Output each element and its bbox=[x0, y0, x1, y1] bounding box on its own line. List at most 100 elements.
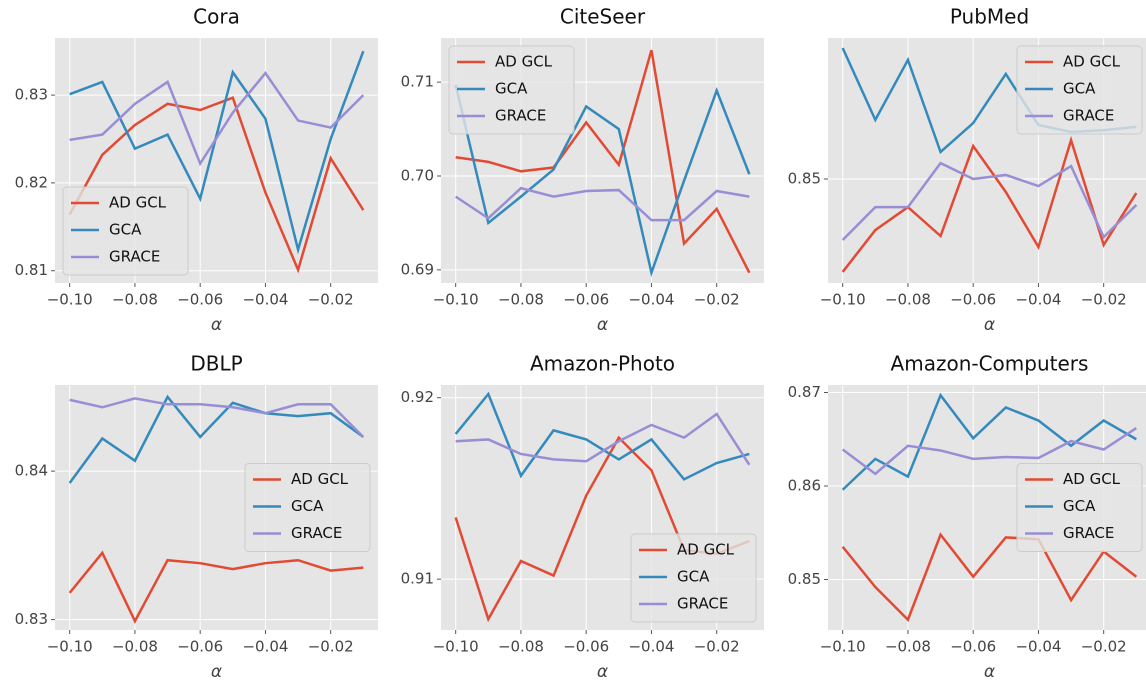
x-tick-label: −0.08 bbox=[498, 291, 544, 309]
legend-label: GCA bbox=[1063, 497, 1096, 515]
y-tick-label: 0.70 bbox=[401, 166, 434, 184]
legend-label: GCA bbox=[495, 80, 528, 98]
x-axis-label: α bbox=[984, 662, 995, 682]
x-tick-label: −0.04 bbox=[242, 291, 288, 309]
y-tick-label: 0.83 bbox=[15, 86, 48, 104]
legend-label: GCA bbox=[677, 568, 710, 586]
x-tick-label: −0.06 bbox=[950, 291, 996, 309]
series-line bbox=[454, 186, 750, 222]
x-axis-label: α bbox=[597, 315, 608, 335]
series-line bbox=[841, 161, 1138, 241]
x-tick-label: −0.08 bbox=[885, 291, 931, 309]
chart-title: Cora bbox=[193, 5, 240, 29]
legend: AD GCL GCA GRACE bbox=[1016, 463, 1143, 552]
subplot: −0.10 −0.08 −0.06 −0.04 −0.02 0.83 0.84 DBLP α AD… bbox=[15, 352, 378, 682]
series-line bbox=[69, 50, 365, 255]
y-tick-label: 0.87 bbox=[788, 383, 821, 401]
y-tick-label: 0.85 bbox=[788, 170, 821, 188]
subplot: −0.10 −0.08 −0.06 −0.04 −0.02 0.85 PubMed α AD G… bbox=[788, 5, 1146, 335]
series-line bbox=[69, 71, 365, 167]
legend-label: AD GCL bbox=[677, 541, 735, 559]
x-axis-label: α bbox=[211, 662, 222, 682]
subplot: −0.10 −0.08 −0.06 −0.04 −0.02 0.91 0.92 Amazon-… bbox=[401, 352, 764, 682]
legend-label: GCA bbox=[1063, 80, 1096, 98]
subplot: −0.10 −0.08 −0.06 −0.04 −0.02 0.81 0.82 0.83 Cor… bbox=[15, 5, 378, 335]
legend-label: GRACE bbox=[677, 595, 728, 613]
chart-title: Amazon-Computers bbox=[891, 352, 1089, 376]
x-tick-label: −0.02 bbox=[308, 638, 354, 656]
lines bbox=[454, 49, 751, 278]
y-tick-label: 0.81 bbox=[15, 261, 48, 279]
x-tick-label: −0.10 bbox=[820, 291, 866, 309]
series-line bbox=[68, 550, 364, 624]
chart-title: DBLP bbox=[190, 352, 242, 376]
x-tick-label: −0.02 bbox=[694, 291, 740, 309]
x-tick-label: −0.10 bbox=[820, 638, 866, 656]
y-tick-label: 0.82 bbox=[15, 173, 48, 191]
x-tick-label: −0.06 bbox=[563, 291, 609, 309]
y-tick-label: 0.71 bbox=[401, 73, 434, 91]
legend-label: AD GCL bbox=[109, 194, 167, 212]
y-tick-label: 0.69 bbox=[401, 260, 434, 278]
legend-label: GCA bbox=[291, 497, 324, 515]
y-tick-label: 0.83 bbox=[15, 610, 48, 628]
chart-title: Amazon-Photo bbox=[530, 352, 675, 376]
series-line bbox=[455, 49, 751, 274]
x-tick-label: −0.02 bbox=[694, 638, 740, 656]
x-tick-label: −0.06 bbox=[177, 638, 223, 656]
y-tick-label: 0.84 bbox=[15, 462, 48, 480]
legend-box bbox=[244, 463, 371, 552]
series-line bbox=[69, 397, 365, 438]
legend-label: GRACE bbox=[1063, 524, 1114, 542]
series-line bbox=[68, 96, 365, 274]
x-tick-label: −0.04 bbox=[1015, 638, 1061, 656]
x-tick-label: −0.04 bbox=[628, 291, 674, 309]
y-tick-label: 0.85 bbox=[788, 570, 821, 588]
subplot: −0.10 −0.08 −0.06 −0.04 −0.02 0.85 0.86 0.87 Ama… bbox=[788, 352, 1146, 682]
legend-box bbox=[448, 45, 575, 135]
y-tick-label: 0.86 bbox=[788, 476, 821, 494]
legend-label: GRACE bbox=[495, 107, 546, 125]
x-tick-label: −0.02 bbox=[1081, 291, 1127, 309]
x-tick-label: −0.04 bbox=[628, 638, 674, 656]
x-tick-label: −0.02 bbox=[1081, 638, 1127, 656]
subplot: −0.10 −0.08 −0.06 −0.04 −0.02 0.69 0.70 0.71 Cit… bbox=[401, 5, 764, 335]
x-axis-label: α bbox=[984, 315, 995, 335]
x-tick-label: −0.08 bbox=[885, 638, 931, 656]
y-tick-label: 0.91 bbox=[401, 570, 434, 588]
legend-box bbox=[62, 186, 189, 276]
series-line bbox=[841, 135, 1138, 273]
series-line bbox=[68, 394, 365, 484]
legend-box bbox=[630, 533, 757, 623]
lines bbox=[841, 392, 1138, 622]
x-tick-label: −0.10 bbox=[47, 638, 93, 656]
x-tick-label: −0.10 bbox=[433, 638, 479, 656]
x-tick-label: −0.06 bbox=[563, 638, 609, 656]
lines bbox=[68, 50, 365, 274]
legend-box bbox=[1016, 463, 1143, 552]
legend-label: AD GCL bbox=[495, 53, 553, 71]
series-line bbox=[841, 426, 1138, 476]
x-axis-label: α bbox=[597, 662, 608, 682]
legend: AD GCL GCA GRACE bbox=[62, 186, 189, 276]
y-tick-label: 0.92 bbox=[401, 388, 434, 406]
series-line bbox=[454, 84, 751, 278]
series-line bbox=[455, 412, 751, 466]
legend: AD GCL GCA GRACE bbox=[630, 533, 757, 623]
lines bbox=[68, 394, 365, 624]
legend-label: AD GCL bbox=[1063, 470, 1121, 488]
legend-label: AD GCL bbox=[291, 470, 349, 488]
chart-title: CiteSeer bbox=[560, 5, 646, 29]
legend: AD GCL GCA GRACE bbox=[244, 463, 371, 552]
chart-title: PubMed bbox=[950, 5, 1029, 29]
x-tick-label: −0.04 bbox=[242, 638, 288, 656]
x-tick-label: −0.08 bbox=[498, 638, 544, 656]
x-axis-label: α bbox=[211, 315, 222, 335]
legend-label: GRACE bbox=[291, 524, 342, 542]
x-tick-label: −0.08 bbox=[112, 638, 158, 656]
x-tick-label: −0.02 bbox=[308, 291, 354, 309]
x-tick-label: −0.06 bbox=[177, 291, 223, 309]
legend-box bbox=[1016, 45, 1143, 135]
x-tick-label: −0.06 bbox=[950, 638, 996, 656]
